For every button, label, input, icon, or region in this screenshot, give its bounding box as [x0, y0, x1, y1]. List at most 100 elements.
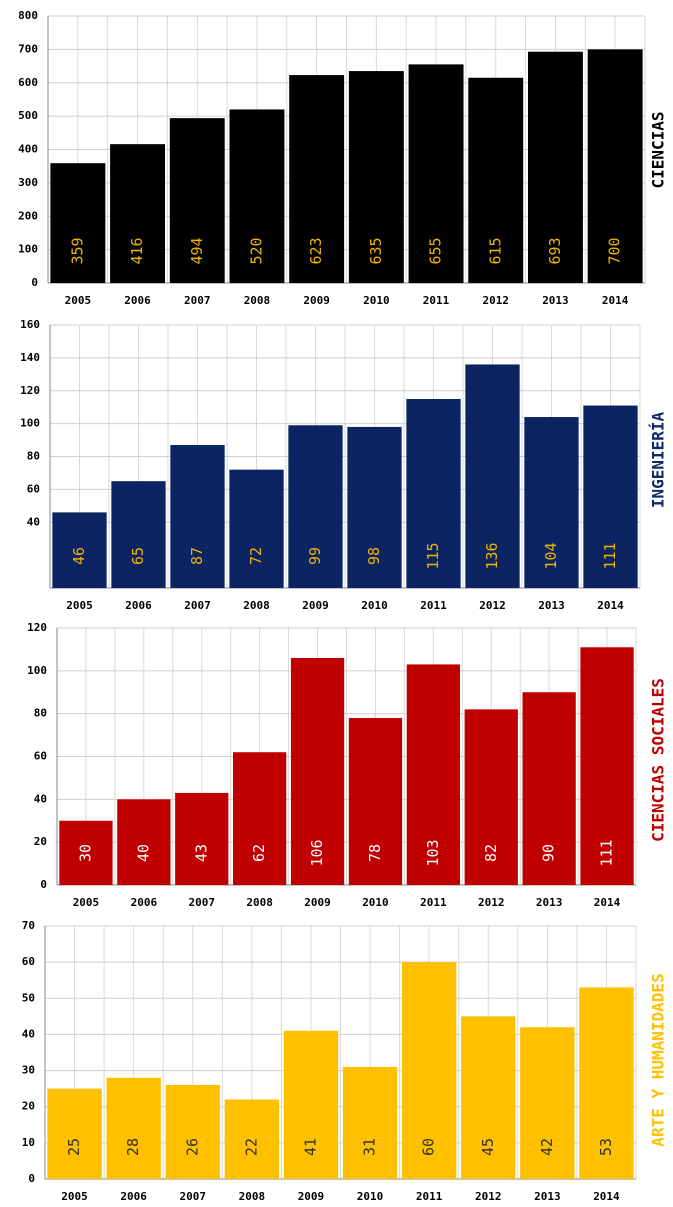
- x-tick-label: 2006: [124, 294, 151, 307]
- bar: [288, 425, 343, 588]
- value-label: 43: [192, 844, 210, 862]
- x-tick-label: 2012: [479, 599, 506, 612]
- value-label: 635: [367, 237, 385, 264]
- bar: [224, 1099, 280, 1179]
- bar: [111, 481, 166, 588]
- y-tick-label: 120: [27, 621, 47, 634]
- bar: [106, 1077, 161, 1179]
- y-tick-label: 0: [28, 1172, 35, 1185]
- bar: [50, 163, 106, 283]
- value-label: 99: [306, 547, 324, 565]
- x-tick-label: 2009: [303, 294, 330, 307]
- x-tick-label: 2005: [73, 896, 100, 909]
- y-tick-label: 800: [18, 9, 38, 22]
- bar: [283, 1030, 339, 1179]
- x-tick-label: 2008: [239, 1190, 266, 1203]
- y-tick-label: 400: [18, 143, 38, 156]
- value-label: 60: [420, 1138, 438, 1156]
- bar: [233, 752, 287, 885]
- x-tick-label: 2008: [246, 896, 273, 909]
- bar: [175, 792, 229, 885]
- bar: [465, 364, 520, 588]
- x-tick-label: 2013: [536, 896, 563, 909]
- y-tick-label: 0: [40, 878, 47, 891]
- bar: [290, 657, 345, 885]
- x-tick-label: 2006: [125, 599, 152, 612]
- y-tick-label: 40: [34, 792, 47, 805]
- y-tick-label: 300: [18, 176, 38, 189]
- bar: [580, 647, 634, 885]
- bar: [170, 444, 225, 588]
- value-label: 40: [134, 844, 152, 862]
- x-tick-label: 2013: [538, 599, 565, 612]
- y-tick-label: 40: [22, 1027, 35, 1040]
- y-tick-label: 20: [22, 1100, 35, 1113]
- value-label: 103: [424, 839, 442, 866]
- value-label: 115: [424, 542, 442, 569]
- x-tick-label: 2006: [131, 896, 158, 909]
- y-tick-label: 0: [31, 276, 38, 289]
- value-label: 82: [482, 844, 500, 862]
- chart-title: CIENCIAS SOCIALES: [649, 678, 668, 842]
- y-tick-label: 60: [27, 482, 40, 495]
- bar: [165, 1085, 220, 1179]
- y-tick-label: 100: [27, 664, 47, 677]
- x-tick-label: 2012: [478, 896, 505, 909]
- value-label: 359: [68, 237, 86, 264]
- y-tick-label: 700: [18, 42, 38, 55]
- x-tick-label: 2011: [420, 599, 447, 612]
- x-tick-label: 2010: [361, 599, 388, 612]
- y-tick-label: 160: [20, 318, 40, 331]
- value-label: 65: [129, 547, 147, 565]
- y-tick-label: 80: [34, 707, 47, 720]
- y-tick-label: 500: [18, 109, 38, 122]
- y-tick-label: 70: [22, 919, 35, 932]
- y-tick-label: 20: [34, 835, 47, 848]
- value-label: 693: [546, 237, 564, 264]
- value-label: 53: [597, 1138, 615, 1156]
- bar: [117, 799, 171, 885]
- x-tick-label: 2013: [542, 294, 569, 307]
- value-label: 62: [250, 844, 268, 862]
- x-tick-label: 2013: [534, 1190, 561, 1203]
- bar: [342, 1066, 398, 1179]
- chart-title: INGENIERÍA: [649, 411, 668, 508]
- chart-title: CIENCIAS: [649, 111, 668, 188]
- bar: [229, 469, 284, 588]
- value-label: 25: [65, 1138, 83, 1156]
- value-label: 87: [188, 547, 206, 565]
- bar: [587, 49, 643, 283]
- value-label: 90: [540, 844, 558, 862]
- value-label: 30: [76, 844, 94, 862]
- value-label: 28: [124, 1138, 142, 1156]
- bar: [169, 118, 225, 283]
- bar: [461, 1016, 516, 1179]
- y-tick-label: 40: [27, 515, 40, 528]
- value-label: 416: [128, 237, 146, 264]
- value-label: 42: [538, 1138, 556, 1156]
- bar: [522, 692, 576, 885]
- y-tick-label: 30: [22, 1064, 35, 1077]
- value-label: 98: [365, 547, 383, 565]
- value-label: 111: [601, 542, 619, 569]
- bar: [408, 64, 464, 283]
- bar: [348, 71, 404, 283]
- bar: [520, 1027, 575, 1179]
- x-tick-label: 2008: [244, 294, 271, 307]
- x-tick-label: 2012: [483, 294, 510, 307]
- value-label: 72: [247, 547, 265, 565]
- bar: [110, 144, 166, 283]
- x-tick-label: 2014: [593, 1190, 620, 1203]
- value-label: 78: [366, 844, 384, 862]
- y-tick-label: 140: [20, 351, 40, 364]
- value-label: 26: [183, 1138, 201, 1156]
- value-label: 111: [598, 839, 616, 866]
- value-label: 700: [606, 237, 624, 264]
- y-tick-label: 50: [22, 991, 35, 1004]
- value-label: 623: [307, 237, 325, 264]
- x-tick-label: 2011: [416, 1190, 443, 1203]
- bar: [579, 987, 634, 1179]
- bar: [583, 405, 638, 588]
- value-label: 615: [486, 237, 504, 264]
